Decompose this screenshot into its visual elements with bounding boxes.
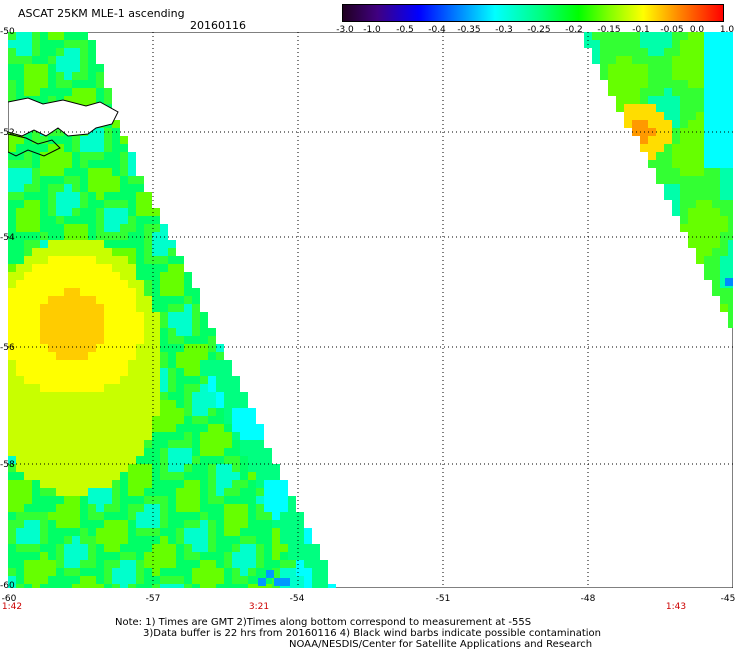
colorbar [342, 4, 724, 22]
lon-label-60: -60 [1, 594, 17, 604]
map-date: 20160116 [190, 19, 246, 32]
land-outline-2 [8, 133, 61, 157]
colorbar-label: -0.4 [428, 25, 446, 35]
colorbar-label: -0.3 [495, 25, 513, 35]
lon-label-54: -54 [289, 594, 305, 604]
map-title: ASCAT 25KM MLE-1 ascending [18, 7, 185, 20]
colorbar-label: -0.15 [597, 25, 621, 35]
lon-label-51: -51 [435, 594, 451, 604]
colorbar-label: -0.2 [565, 25, 583, 35]
left-swath [8, 32, 336, 588]
lon-label-45: -45 [720, 594, 736, 604]
colorbar-label: -0.5 [396, 25, 414, 35]
map-plot [8, 32, 733, 588]
land-outline [8, 97, 119, 137]
colorbar-labels: -3.0 -1.0 -0.5 -0.4 -0.35 -0.3 -0.25 -0.2 -0.15 -… [327, 25, 737, 37]
lon-label-57: -57 [145, 594, 161, 604]
lat-label-56: -56 [0, 343, 15, 353]
lon-label-48: -48 [580, 594, 596, 604]
note-line-3: NOAA/NESDIS/Center for Satellite Applica… [289, 639, 593, 650]
colorbar-label: 0.0 [689, 25, 705, 35]
colorbar-label: -0.1 [632, 25, 650, 35]
note-line-2: 3)Data buffer is 22 hrs from 20160116 4)… [143, 628, 601, 639]
time-label-3: 1:43 [665, 602, 687, 612]
colorbar-label: -3.0 [336, 25, 354, 35]
colorbar-label: -0.05 [660, 25, 684, 35]
colorbar-label: -0.25 [527, 25, 551, 35]
lat-label-54: -54 [0, 233, 15, 243]
note-line-1: Note: 1) Times are GMT 2)Times along bot… [115, 617, 532, 628]
lat-label-60: -60 [0, 581, 15, 591]
colorbar-label: -1.0 [363, 25, 381, 35]
time-label-1: 1:42 [1, 602, 23, 612]
map-grid [8, 32, 733, 588]
colorbar-label: -0.35 [457, 25, 481, 35]
time-label-2: 3:21 [248, 602, 270, 612]
lat-label-52: -52 [0, 128, 15, 138]
colorbar-label: 1.0 [719, 25, 735, 35]
lat-label-58: -58 [0, 460, 15, 470]
lat-label-50: -50 [0, 27, 15, 37]
